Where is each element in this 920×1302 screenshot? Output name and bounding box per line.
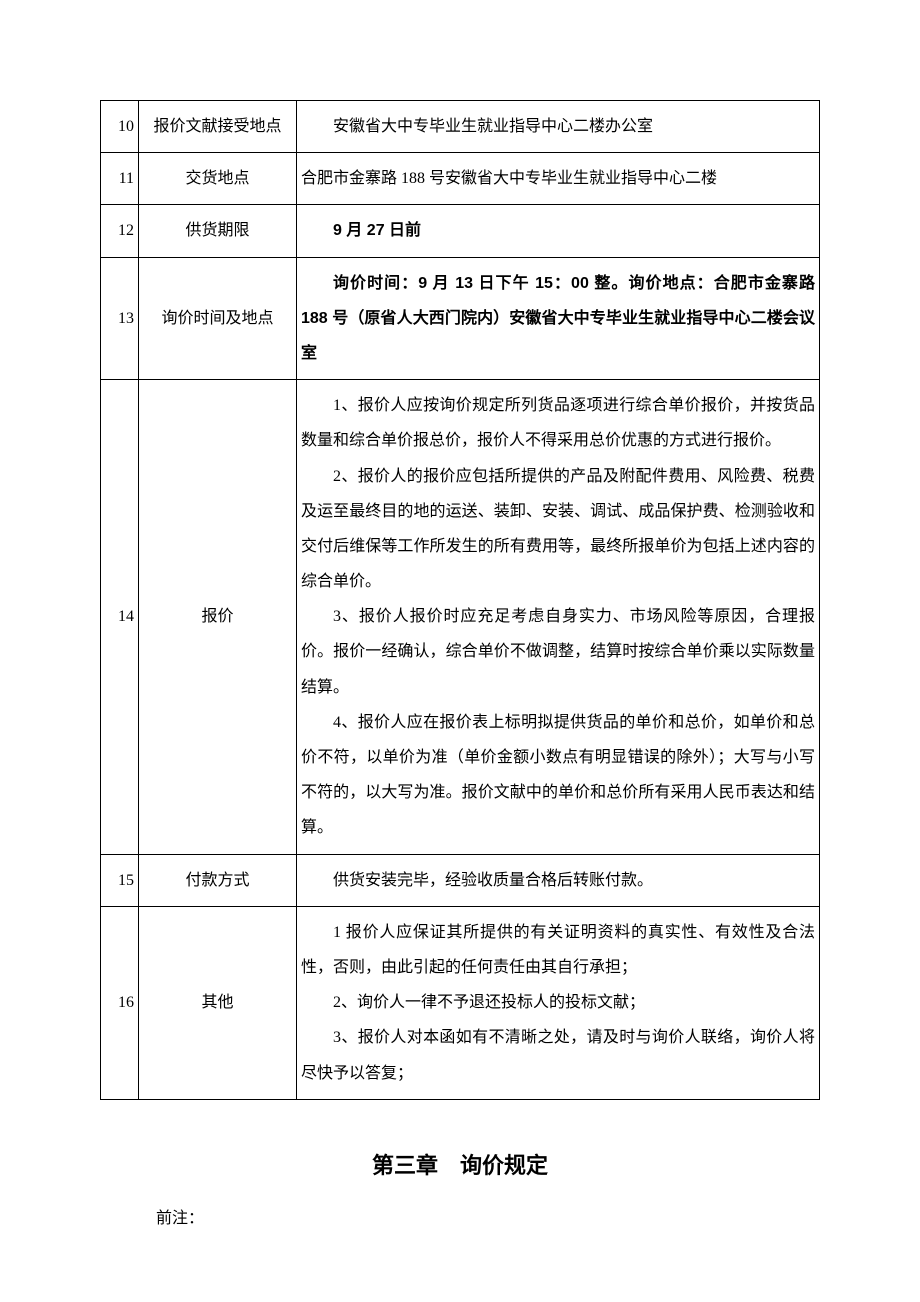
table-row: 16其他1 报价人应保证其所提供的有关证明资料的真实性、有效性及合法性，否则，由… [101,906,820,1099]
row-content: 供货安装完毕，经验收质量合格后转账付款。 [297,854,820,906]
content-paragraph: 询价时间：9 月 13 日下午 15：00 整。询价地点：合肥市金寨路 188 … [301,266,815,372]
row-label: 询价时间及地点 [139,257,297,380]
row-number: 11 [101,153,139,205]
row-content: 1 报价人应保证其所提供的有关证明资料的真实性、有效性及合法性，否则，由此引起的… [297,906,820,1099]
row-number: 14 [101,380,139,854]
row-content: 1、报价人应按询价规定所列货品逐项进行综合单价报价，并按货品数量和综合单价报总价… [297,380,820,854]
table-row: 13询价时间及地点询价时间：9 月 13 日下午 15：00 整。询价地点：合肥… [101,257,820,380]
row-label: 报价 [139,380,297,854]
content-paragraph: 1、报价人应按询价规定所列货品逐项进行综合单价报价，并按货品数量和综合单价报总价… [301,388,815,458]
table-row: 15付款方式供货安装完毕，经验收质量合格后转账付款。 [101,854,820,906]
row-number: 16 [101,906,139,1099]
row-label: 交货地点 [139,153,297,205]
row-number: 10 [101,101,139,153]
content-paragraph: 1 报价人应保证其所提供的有关证明资料的真实性、有效性及合法性，否则，由此引起的… [301,915,815,985]
row-number: 15 [101,854,139,906]
table-row: 10报价文献接受地点安徽省大中专毕业生就业指导中心二楼办公室 [101,101,820,153]
requirements-table: 10报价文献接受地点安徽省大中专毕业生就业指导中心二楼办公室11交货地点合肥市金… [100,100,820,1100]
content-paragraph: 3、报价人报价时应充足考虑自身实力、市场风险等原因，合理报价。报价一经确认，综合… [301,599,815,705]
row-label: 其他 [139,906,297,1099]
row-content: 合肥市金寨路 188 号安徽省大中专毕业生就业指导中心二楼 [297,153,820,205]
row-content: 9 月 27 日前 [297,205,820,257]
content-paragraph: 3、报价人对本函如有不清晰之处，请及时与询价人联络，询价人将尽快予以答复； [301,1020,815,1090]
row-label: 报价文献接受地点 [139,101,297,153]
row-number: 12 [101,205,139,257]
content-paragraph: 安徽省大中专毕业生就业指导中心二楼办公室 [301,109,815,144]
content-paragraph: 2、报价人的报价应包括所提供的产品及附配件费用、风险费、税费及运至最终目的地的运… [301,459,815,600]
row-content: 安徽省大中专毕业生就业指导中心二楼办公室 [297,101,820,153]
chapter-heading: 第三章 询价规定 [100,1148,820,1180]
content-paragraph: 2、询价人一律不予退还投标人的投标文献； [301,985,815,1020]
content-paragraph: 合肥市金寨路 188 号安徽省大中专毕业生就业指导中心二楼 [301,161,815,196]
prenote-label: 前注： [100,1204,820,1228]
table-row: 11交货地点合肥市金寨路 188 号安徽省大中专毕业生就业指导中心二楼 [101,153,820,205]
row-content: 询价时间：9 月 13 日下午 15：00 整。询价地点：合肥市金寨路 188 … [297,257,820,380]
table-row: 14报价1、报价人应按询价规定所列货品逐项进行综合单价报价，并按货品数量和综合单… [101,380,820,854]
content-paragraph: 9 月 27 日前 [301,213,815,248]
content-paragraph: 供货安装完毕，经验收质量合格后转账付款。 [301,863,815,898]
content-paragraph: 4、报价人应在报价表上标明拟提供货品的单价和总价，如单价和总价不符，以单价为准（… [301,705,815,846]
row-number: 13 [101,257,139,380]
row-label: 付款方式 [139,854,297,906]
row-label: 供货期限 [139,205,297,257]
table-row: 12供货期限9 月 27 日前 [101,205,820,257]
